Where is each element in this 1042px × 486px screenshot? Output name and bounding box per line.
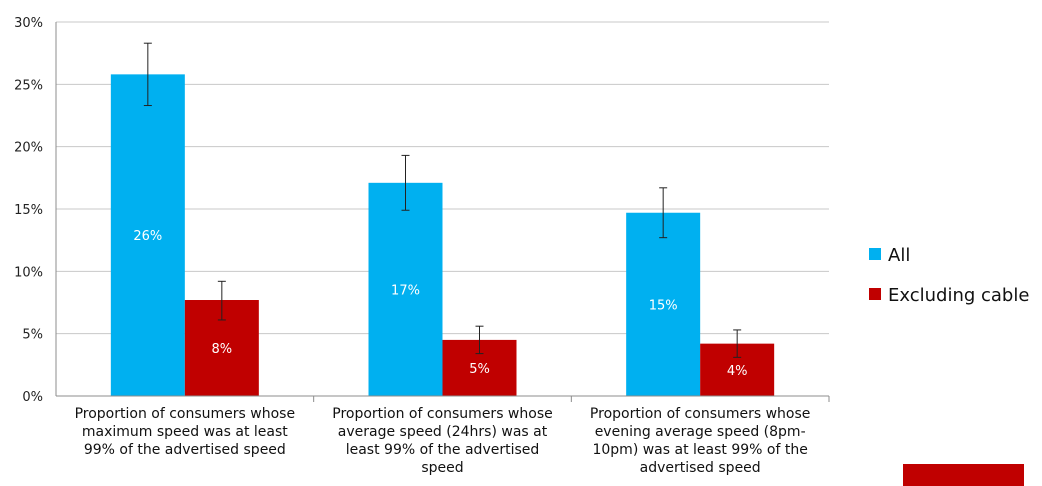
data-labels: 26% 8% 17% 5% 15% 4%: [133, 229, 747, 379]
y-tick-label: 5%: [22, 328, 43, 343]
bar-all: [368, 182, 443, 396]
category-label: Proportion of consumers whose: [590, 406, 810, 422]
category-label: least 99% of the advertised: [346, 442, 540, 458]
category-label: evening average speed (8pm-: [595, 424, 806, 440]
bar-all: [110, 74, 185, 397]
legend-label: Excluding cable: [888, 285, 1029, 306]
data-label: 8%: [212, 342, 233, 357]
y-tick-label: 15%: [14, 203, 43, 218]
error-bars: [143, 42, 742, 358]
data-label: 15%: [649, 298, 678, 313]
x-axis: Proportion of consumers whose maximum spe…: [56, 395, 830, 476]
data-label: 17%: [391, 283, 420, 298]
bar-all: [626, 212, 701, 396]
data-label: 5%: [469, 362, 490, 377]
brand-accent-block: [903, 464, 1024, 486]
category-label: average speed (24hrs) was at: [338, 424, 548, 440]
category-label: maximum speed was at least: [82, 424, 288, 440]
category-label: Proportion of consumers whose: [75, 406, 295, 422]
y-tick-label: 30%: [14, 16, 43, 31]
y-axis: 0% 5% 10% 15% 20% 25% 30%: [14, 16, 57, 405]
y-tick-label: 25%: [14, 78, 43, 93]
legend-swatch: [869, 248, 881, 260]
category-label: 99% of the advertised speed: [84, 442, 286, 458]
category-label: advertised speed: [640, 460, 761, 476]
category-label: 10pm) was at least 99% of the: [592, 442, 807, 458]
bars: [110, 74, 775, 397]
legend-label: All: [888, 245, 910, 266]
data-label: 4%: [727, 364, 748, 379]
y-tick-label: 10%: [14, 265, 43, 280]
y-tick-label: 20%: [14, 141, 43, 156]
category-label: Proportion of consumers whose: [332, 406, 552, 422]
category-label: speed: [421, 460, 463, 476]
data-label: 26%: [133, 229, 162, 244]
legend: All Excluding cable: [869, 245, 1029, 306]
legend-swatch: [869, 288, 881, 300]
y-tick-label: 0%: [22, 390, 43, 405]
